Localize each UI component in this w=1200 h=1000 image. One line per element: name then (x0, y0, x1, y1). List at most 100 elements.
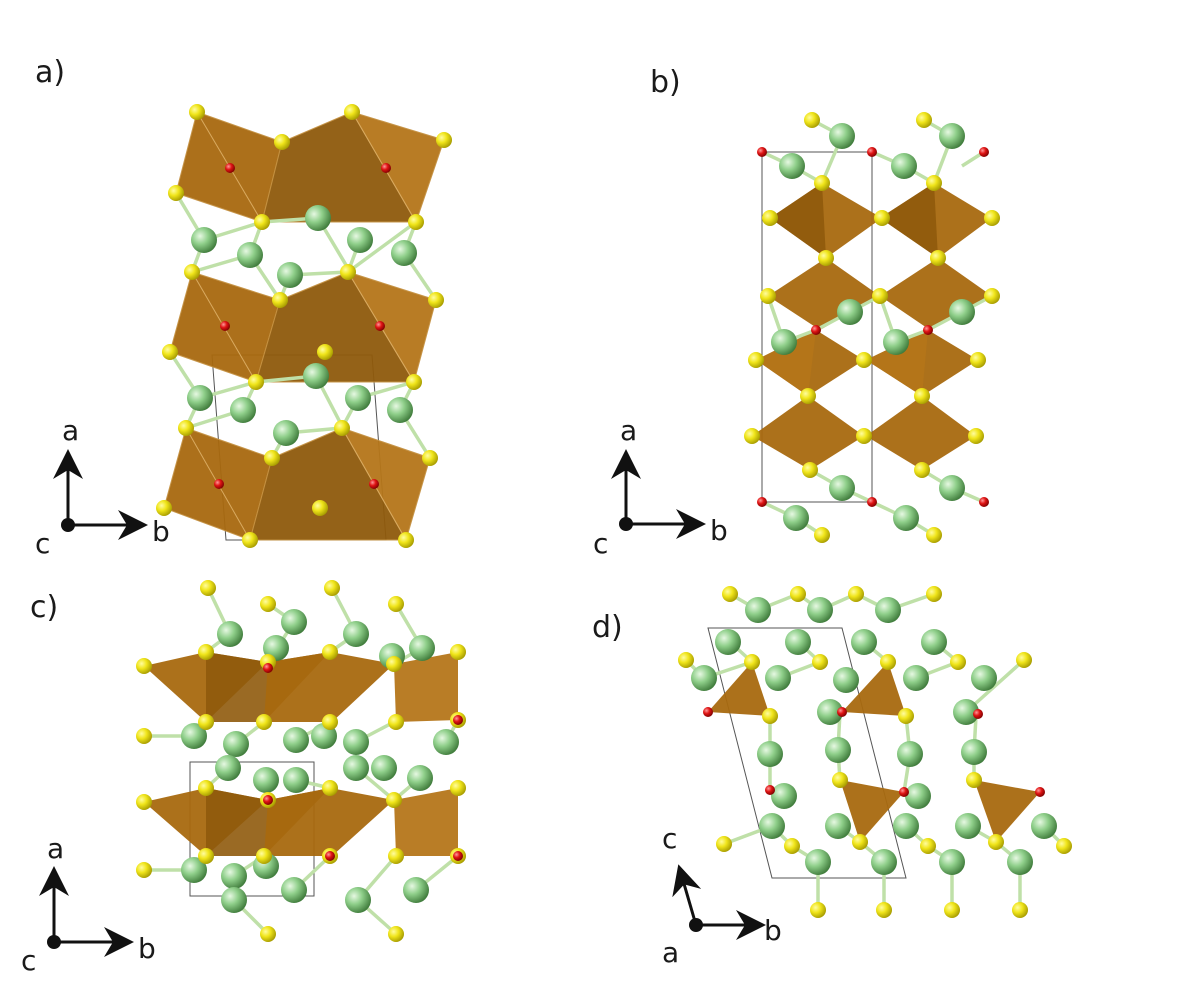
polyhedra-layer-bottom (163, 427, 431, 542)
cation-atom (215, 755, 241, 781)
sulfur-atom (388, 926, 404, 942)
sulfur-atom (198, 644, 214, 660)
axes-a: a b c (35, 414, 170, 560)
sulfur-atom (988, 834, 1004, 850)
oxygen-atom (225, 163, 235, 173)
sulfur-atom (256, 848, 272, 864)
sulfur-atom (136, 794, 152, 810)
sulfur-atom (926, 527, 942, 543)
sulfur-atom (744, 428, 760, 444)
cation-atom (897, 741, 923, 767)
oxygen-atom (220, 321, 230, 331)
sulfur-atom (264, 450, 280, 466)
sulfur-atom (198, 848, 214, 864)
cation-atom (807, 597, 833, 623)
sulfur-atom (136, 658, 152, 674)
sulfur-atom (926, 586, 942, 602)
sulfur-atom (156, 500, 172, 516)
cation-atom (829, 475, 855, 501)
unit-cell-c (189, 761, 315, 897)
sulfur-atom (388, 848, 404, 864)
sulfur-atom (968, 428, 984, 444)
sulfur-atom (322, 714, 338, 730)
sulfur-atom (312, 500, 328, 516)
cation-atom (953, 699, 979, 725)
cation-atom (805, 849, 831, 875)
sulfur-atom (848, 586, 864, 602)
sulfur-atom (950, 654, 966, 670)
sulfur-atom (914, 388, 930, 404)
sulfur-atom (260, 596, 276, 612)
oxygen-atom (1035, 787, 1045, 797)
sulfur-atom (317, 344, 333, 360)
cation-atom (283, 727, 309, 753)
cation-atom (955, 813, 981, 839)
cation-atom (785, 629, 811, 655)
sulfur-atom (966, 772, 982, 788)
cation-atom (921, 629, 947, 655)
oxygen-atom (381, 163, 391, 173)
sulfur-atom (386, 792, 402, 808)
sulfur-atom (178, 420, 194, 436)
sulfur-atom (984, 288, 1000, 304)
axis-label-b-out: c (593, 527, 608, 560)
cation-atom (939, 123, 965, 149)
bond (346, 220, 418, 274)
sulfur-atom (678, 652, 694, 668)
axis-label-a-up: a (62, 414, 79, 447)
sulfur-atom (874, 210, 890, 226)
axis-label-d-out: a (662, 936, 679, 969)
cation-atom (343, 755, 369, 781)
axis-label-d-up: c (662, 822, 677, 855)
structure-d (678, 586, 1072, 918)
cation-atom (949, 299, 975, 325)
sulfur-atom (812, 654, 828, 670)
cation-atom (305, 205, 331, 231)
axis-label-d-right: b (764, 914, 782, 947)
sulfur-atom (322, 780, 338, 796)
sulfur-atom (930, 250, 946, 266)
cation-atom (971, 665, 997, 691)
axes-b: a b c (593, 414, 728, 560)
oxygen-atom (369, 479, 379, 489)
sulfur-atom (406, 374, 422, 390)
axis-label-b-right: b (710, 514, 728, 547)
cation-atom (783, 505, 809, 531)
cation-atom (253, 767, 279, 793)
sulfur-atom (810, 902, 826, 918)
cation-atom (343, 729, 369, 755)
cation-atom (407, 765, 433, 791)
cation-atom (387, 397, 413, 423)
sulfur-atom (398, 532, 414, 548)
cation-atom (1007, 849, 1033, 875)
sulfur-atom (168, 185, 184, 201)
sulfur-atom (242, 532, 258, 548)
cation-atom (715, 629, 741, 655)
cation-atom (939, 475, 965, 501)
cation-atom (181, 723, 207, 749)
cation-atom (771, 329, 797, 355)
cation-atom (230, 397, 256, 423)
cation-atom (905, 783, 931, 809)
cation-atom (347, 227, 373, 253)
sulfur-atom (832, 772, 848, 788)
axis-label-b-up: a (620, 414, 637, 447)
axes-d: c b a (662, 822, 782, 969)
cation-atom (345, 385, 371, 411)
panel-label-d: d) (592, 610, 623, 645)
sulfur-atom (784, 838, 800, 854)
sulfur-atom (200, 580, 216, 596)
sulfur-atom (340, 264, 356, 280)
cation-atom (745, 597, 771, 623)
sulfur-atom (198, 714, 214, 730)
structure-a (156, 104, 452, 548)
sulfur-atom (814, 527, 830, 543)
cation-atom (277, 262, 303, 288)
sulfur-atom (984, 210, 1000, 226)
cation-atom (221, 887, 247, 913)
cation-atom (221, 863, 247, 889)
polyhedra-layer-middle (169, 271, 437, 384)
cation-atom (191, 227, 217, 253)
oxygen-atom (867, 147, 877, 157)
